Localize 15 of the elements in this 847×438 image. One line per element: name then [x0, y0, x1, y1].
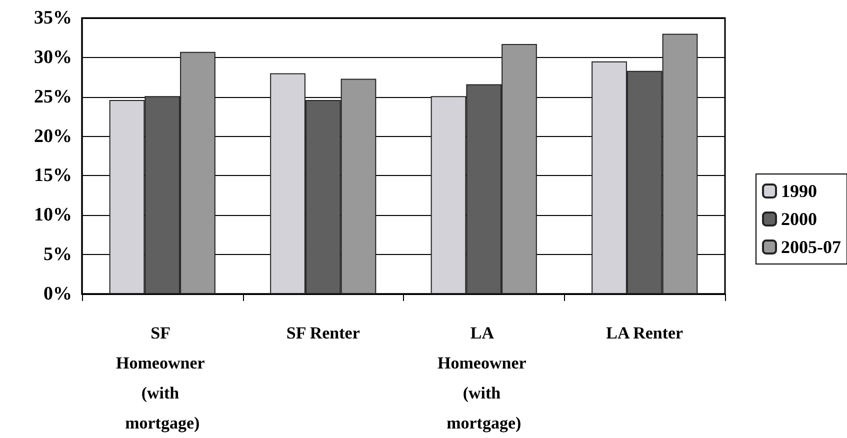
y-tick-label: 10% [34, 204, 72, 226]
x-tick-label: LA Renter [606, 324, 684, 342]
y-tick-label: 15% [34, 165, 72, 186]
y-tick-label: 35% [34, 8, 72, 28]
x-tick-label: LA Homeowner (with mortgage) [438, 324, 530, 432]
legend-label: 1990 [781, 181, 818, 201]
y-tick-label: 25% [34, 86, 72, 108]
legend-label: 2005-07 [781, 237, 842, 257]
legend-label: 2000 [781, 209, 818, 229]
y-tick-label: 30% [34, 46, 72, 68]
x-tick-label: SF Homeowner (with mortgage) [116, 324, 209, 432]
x-tick-label: SF Renter [286, 324, 360, 342]
y-tick-label: 0% [44, 284, 72, 304]
y-tick-label: 20% [34, 126, 72, 147]
y-tick-label: 5% [44, 244, 72, 266]
